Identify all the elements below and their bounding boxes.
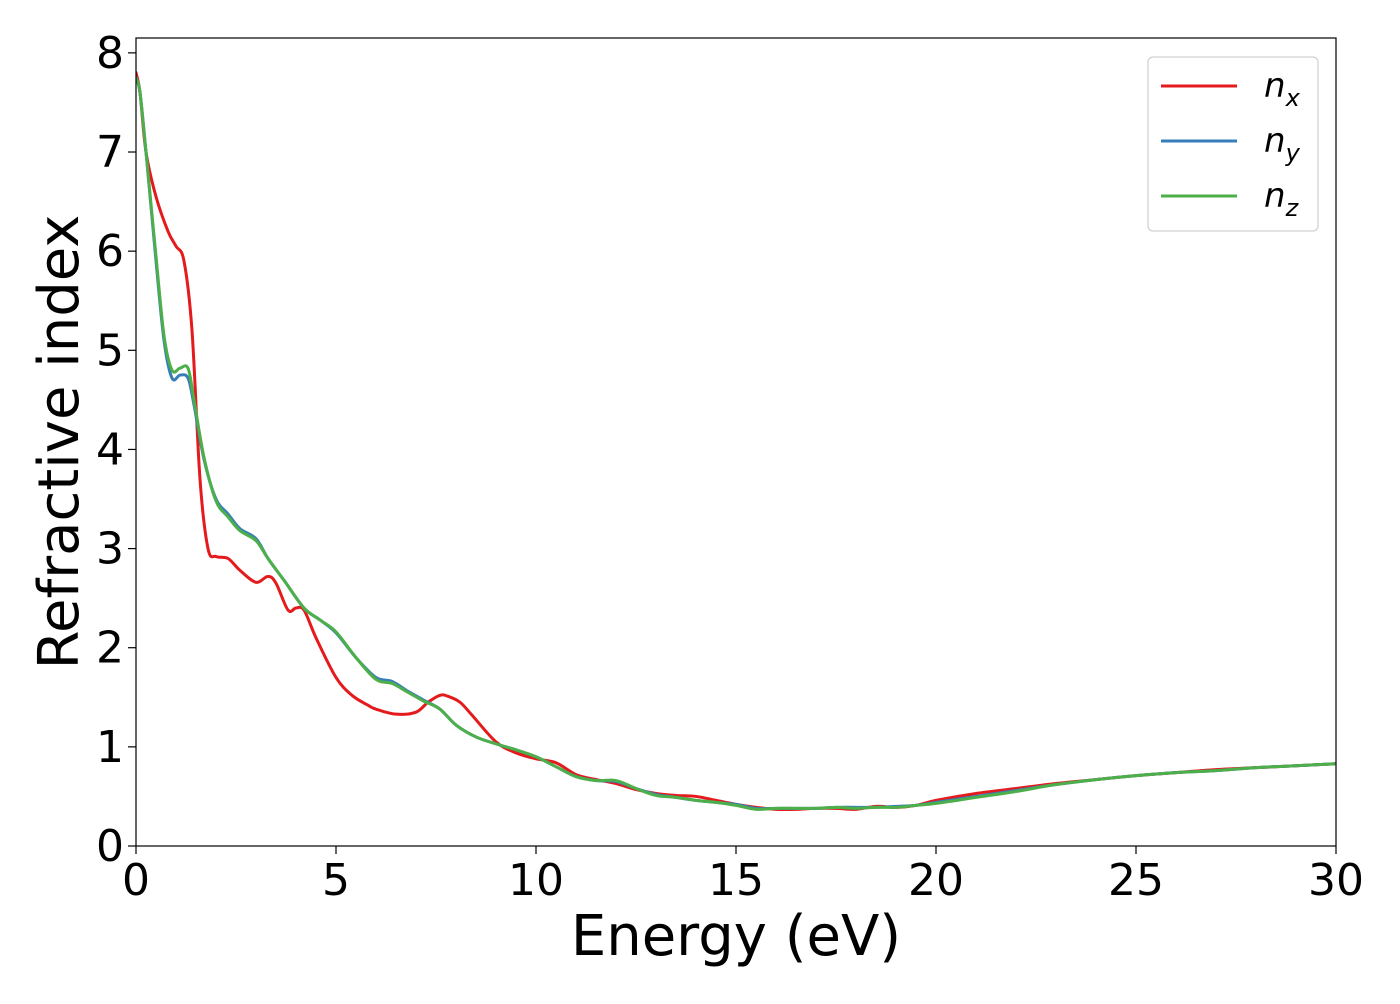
y-tick-label: 2: [96, 623, 124, 674]
x-tick-label: 20: [908, 855, 964, 906]
y-tick-label: 5: [96, 325, 124, 376]
y-tick-label: 3: [96, 524, 124, 575]
legend-label-x: nx: [1264, 66, 1301, 112]
x-axis-label: Energy (eV): [571, 904, 901, 969]
x-tick-label: 5: [322, 855, 350, 906]
legend-label-z: nz: [1264, 176, 1300, 222]
y-tick-label: 4: [96, 424, 124, 475]
x-tick-label: 0: [122, 855, 150, 906]
y-tick-label: 7: [96, 127, 124, 178]
x-tick-label: 15: [708, 855, 764, 906]
y-tick-label: 1: [96, 722, 124, 773]
legend-label-y: ny: [1264, 121, 1301, 167]
y-tick-label: 8: [96, 28, 124, 79]
legend: nx ny nz: [1147, 56, 1319, 232]
series-layer: [136, 71, 1336, 812]
series-line-z: [136, 76, 1336, 811]
y-axis-label: Refractive index: [27, 215, 92, 670]
legend-box: [1147, 56, 1319, 232]
y-axis-ticks: 0 1 2 3 4 5 6 7 8: [96, 28, 136, 872]
y-tick-label: 0: [96, 821, 124, 872]
x-axis-ticks: 0 5 10 15 20 25 30: [122, 846, 1364, 906]
x-tick-label: 30: [1308, 855, 1364, 906]
x-tick-label: 10: [508, 855, 564, 906]
y-tick-label: 6: [96, 226, 124, 277]
x-tick-label: 25: [1108, 855, 1164, 906]
